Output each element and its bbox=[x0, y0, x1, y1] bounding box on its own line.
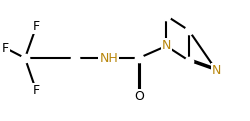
Text: N: N bbox=[162, 39, 171, 52]
Text: O: O bbox=[134, 90, 144, 103]
Text: F: F bbox=[33, 84, 40, 97]
Text: NH: NH bbox=[100, 52, 118, 65]
Text: N: N bbox=[212, 64, 222, 77]
Text: F: F bbox=[2, 42, 8, 55]
Text: F: F bbox=[33, 20, 40, 33]
